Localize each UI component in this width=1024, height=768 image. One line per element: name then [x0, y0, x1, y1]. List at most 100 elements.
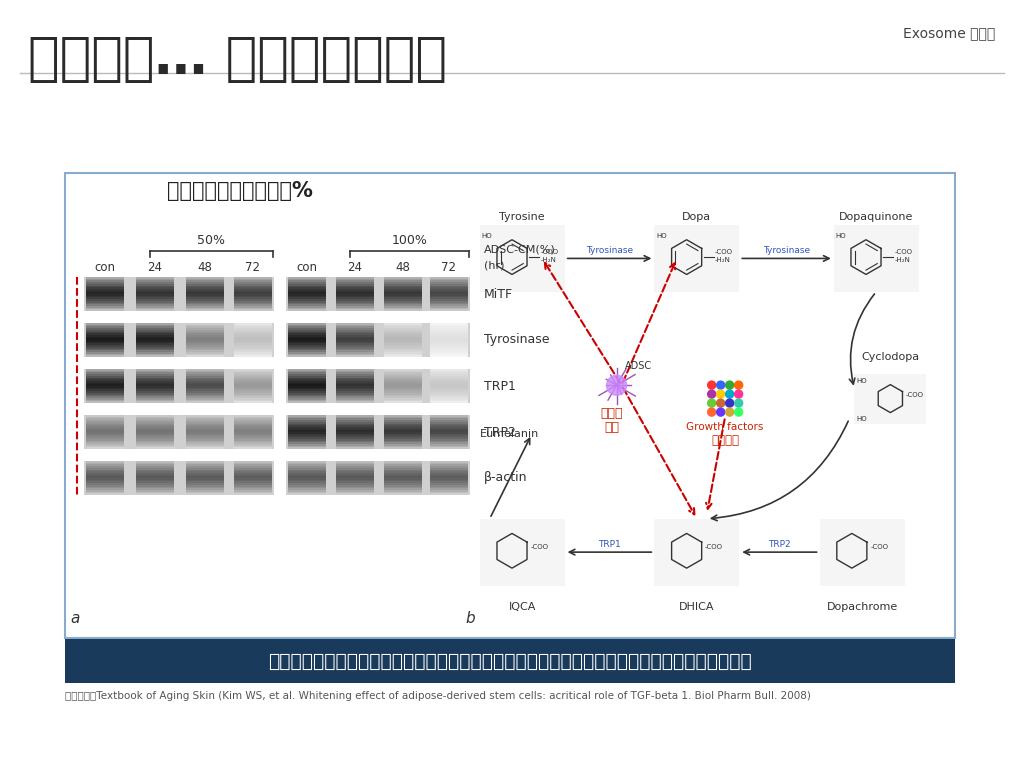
Bar: [336, 429, 374, 430]
Bar: [136, 435, 174, 437]
Bar: [86, 310, 124, 311]
Bar: [430, 297, 468, 299]
Bar: [384, 422, 422, 423]
Bar: [186, 388, 224, 389]
Bar: [186, 356, 224, 357]
Text: -H₂N: -H₂N: [894, 257, 910, 263]
Bar: [86, 396, 124, 398]
Circle shape: [734, 390, 742, 398]
Bar: [430, 369, 468, 371]
Bar: [186, 420, 224, 422]
Bar: [288, 402, 326, 403]
Bar: [336, 280, 374, 282]
Bar: [336, 329, 374, 332]
Bar: [136, 465, 174, 466]
Bar: [86, 391, 124, 392]
Text: b: b: [465, 611, 475, 626]
Bar: [430, 352, 468, 353]
Bar: [234, 439, 272, 441]
Bar: [384, 349, 422, 350]
Bar: [234, 284, 272, 286]
Bar: [430, 492, 468, 493]
Bar: [186, 442, 224, 444]
Bar: [234, 434, 272, 435]
Bar: [336, 475, 374, 476]
Bar: [136, 323, 174, 325]
Bar: [234, 350, 272, 352]
Bar: [186, 437, 224, 439]
Bar: [136, 325, 174, 326]
Bar: [288, 325, 326, 326]
Bar: [186, 461, 224, 462]
Bar: [430, 399, 468, 402]
Bar: [288, 277, 326, 279]
Bar: [186, 465, 224, 466]
Text: 24: 24: [147, 261, 163, 274]
Bar: [430, 299, 468, 301]
Bar: [336, 349, 374, 350]
Bar: [430, 376, 468, 378]
Bar: [86, 493, 124, 495]
Text: (hr): (hr): [484, 261, 505, 271]
Bar: [336, 486, 374, 488]
Text: TRP2: TRP2: [484, 425, 516, 439]
Bar: [336, 465, 374, 466]
Bar: [136, 425, 174, 427]
Bar: [336, 430, 374, 432]
Bar: [234, 461, 272, 462]
Bar: [186, 353, 224, 356]
Bar: [186, 325, 224, 326]
Bar: [136, 345, 174, 347]
Bar: [186, 381, 224, 382]
Bar: [136, 476, 174, 478]
Bar: [86, 353, 124, 356]
Bar: [234, 492, 272, 493]
Bar: [430, 335, 468, 336]
Bar: [86, 469, 124, 472]
Bar: [84, 369, 274, 403]
Bar: [136, 329, 174, 332]
Bar: [86, 482, 124, 483]
Bar: [136, 338, 174, 340]
Text: Tyrosinase: Tyrosinase: [763, 247, 810, 256]
Bar: [186, 371, 224, 372]
Bar: [286, 415, 470, 449]
Bar: [186, 493, 224, 495]
Bar: [288, 310, 326, 311]
Bar: [136, 296, 174, 297]
Bar: [384, 439, 422, 441]
Bar: [288, 432, 326, 434]
Bar: [430, 486, 468, 488]
Bar: [384, 336, 422, 338]
Bar: [186, 422, 224, 423]
Bar: [336, 476, 374, 478]
Bar: [234, 475, 272, 476]
Bar: [336, 425, 374, 427]
Bar: [186, 396, 224, 398]
Bar: [86, 478, 124, 480]
Bar: [430, 490, 468, 492]
Bar: [288, 338, 326, 340]
Text: Tyrosinase: Tyrosinase: [484, 333, 550, 346]
Bar: [384, 476, 422, 478]
Bar: [430, 483, 468, 485]
Bar: [288, 490, 326, 492]
Bar: [186, 328, 224, 329]
Bar: [336, 435, 374, 437]
Bar: [288, 352, 326, 353]
Bar: [336, 437, 374, 439]
Bar: [234, 493, 272, 495]
Bar: [336, 279, 374, 280]
Bar: [430, 306, 468, 308]
Text: MiTF: MiTF: [484, 287, 513, 300]
Bar: [86, 435, 124, 437]
Bar: [86, 286, 124, 287]
Bar: [288, 345, 326, 347]
Bar: [336, 439, 374, 441]
Text: 美麗肌膚… 抑制黑色素生成: 美麗肌膚… 抑制黑色素生成: [28, 33, 447, 85]
Bar: [384, 342, 422, 343]
Bar: [136, 328, 174, 329]
Bar: [186, 472, 224, 473]
Bar: [86, 282, 124, 284]
Bar: [288, 437, 326, 439]
